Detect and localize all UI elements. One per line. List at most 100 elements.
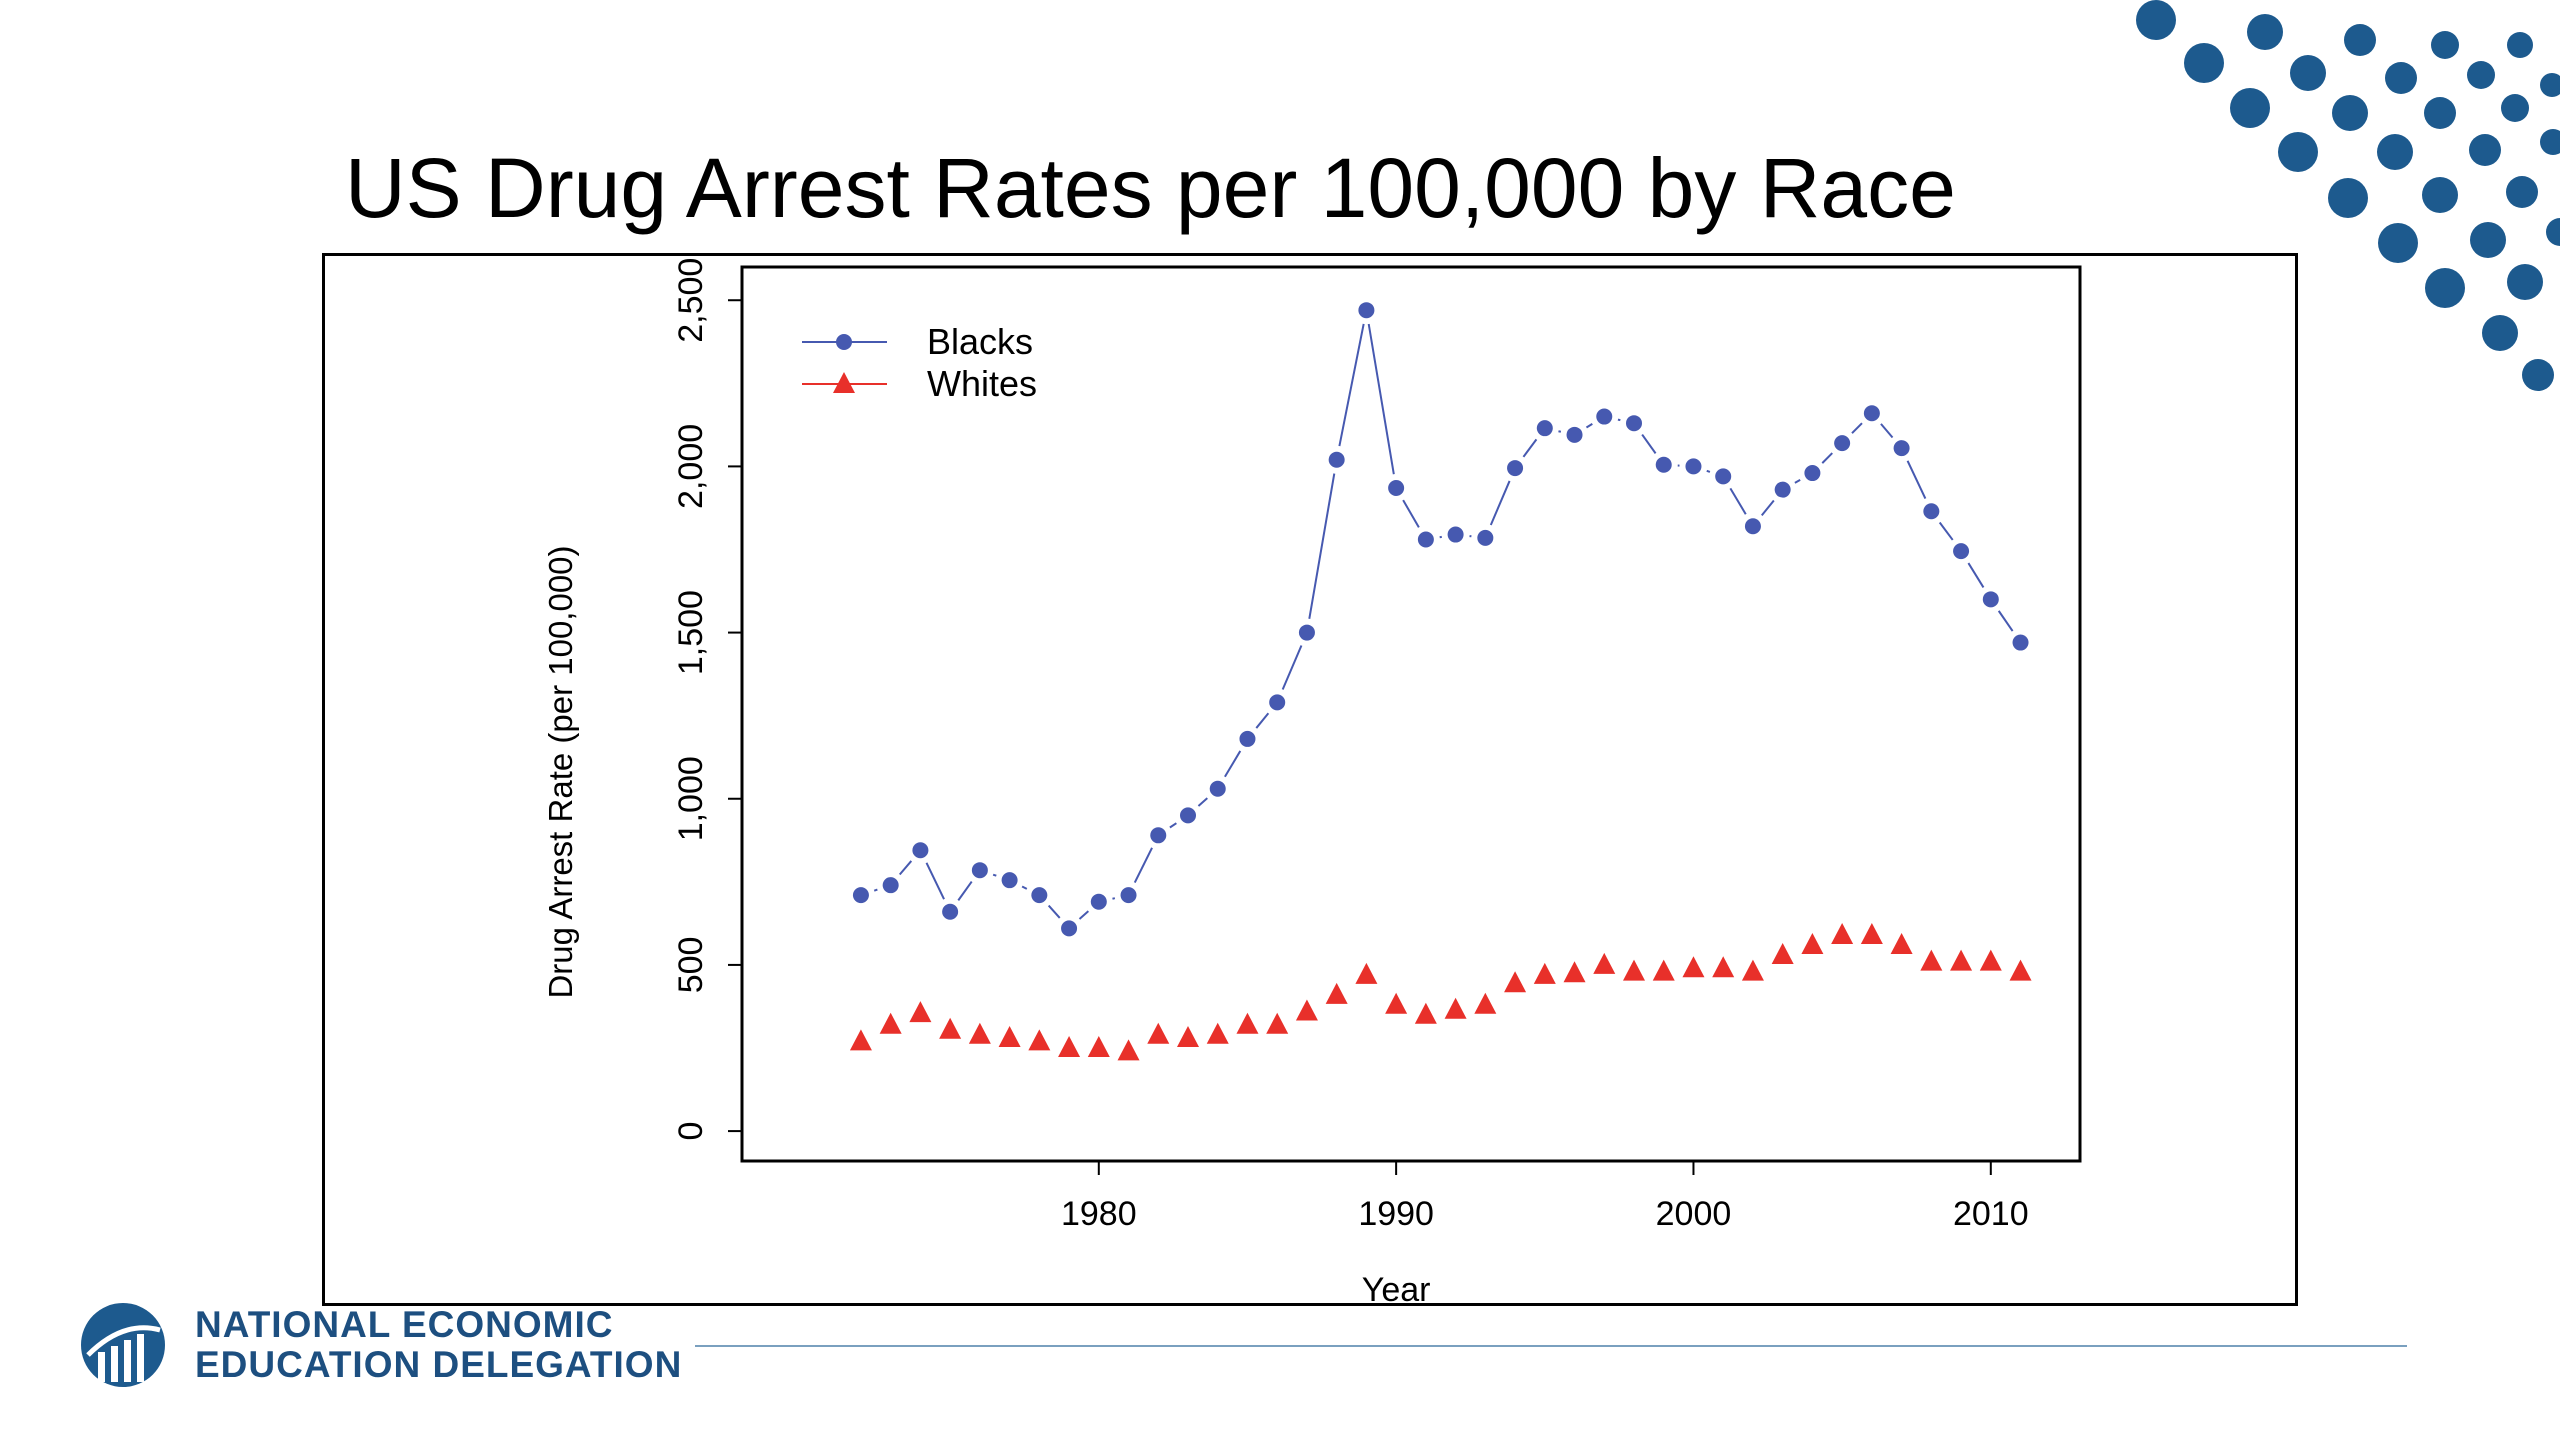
data-point-whites xyxy=(1058,1036,1081,1058)
need-globe-chart-logo xyxy=(81,1303,165,1387)
series-segment-blacks xyxy=(1967,562,1985,588)
data-point-blacks xyxy=(1655,456,1672,473)
y-tick-label: 1,500 xyxy=(672,590,710,675)
decorative-dot xyxy=(2507,32,2533,58)
data-point-whites xyxy=(1652,959,1675,981)
legend-label-blacks: Blacks xyxy=(927,321,1033,362)
data-point-whites xyxy=(1147,1022,1170,1044)
decorative-dot xyxy=(2290,55,2326,91)
y-tick-label: 2,000 xyxy=(672,424,710,509)
data-point-blacks xyxy=(971,862,988,879)
data-point-whites xyxy=(1474,992,1497,1014)
decorative-dot xyxy=(2469,134,2501,166)
decorative-dot xyxy=(2344,24,2376,56)
organization-name: NATIONAL ECONOMIC EDUCATION DELEGATION xyxy=(195,1305,682,1385)
x-tick-label: 2000 xyxy=(1656,1195,1732,1233)
series-segment-blacks xyxy=(1938,521,1954,541)
organization-name-line1: NATIONAL ECONOMIC xyxy=(195,1304,614,1345)
decorative-dot xyxy=(2328,178,2368,218)
data-point-whites xyxy=(1206,1022,1229,1044)
data-point-blacks xyxy=(1774,481,1791,498)
legend-marker-blacks xyxy=(836,334,852,350)
data-point-blacks xyxy=(1893,440,1910,457)
series-segment-blacks xyxy=(1338,323,1365,447)
series-segment-blacks xyxy=(1402,499,1420,528)
data-point-whites xyxy=(939,1017,962,1039)
decorative-dot xyxy=(2377,134,2413,170)
data-point-whites xyxy=(1266,1012,1289,1034)
data-point-blacks xyxy=(1061,920,1078,937)
data-point-blacks xyxy=(1834,435,1851,452)
data-point-blacks xyxy=(1417,531,1434,548)
series-segment-blacks xyxy=(1133,847,1153,884)
decorative-dot xyxy=(2470,222,2506,258)
data-point-whites xyxy=(1117,1039,1140,1061)
data-point-whites xyxy=(1712,956,1735,978)
data-point-whites xyxy=(1177,1026,1199,1048)
decorative-dot xyxy=(2540,73,2560,97)
decorative-dot xyxy=(2431,31,2459,59)
data-point-blacks xyxy=(1120,887,1137,904)
data-point-blacks xyxy=(1863,405,1880,422)
x-tick-label: 1980 xyxy=(1061,1195,1137,1233)
series-segment-blacks xyxy=(1021,885,1028,890)
data-point-blacks xyxy=(1744,518,1761,535)
data-point-whites xyxy=(1741,959,1764,981)
data-point-whites xyxy=(879,1012,902,1034)
data-point-blacks xyxy=(1507,460,1524,477)
series-segment-blacks xyxy=(1255,712,1270,729)
data-point-whites xyxy=(968,1022,991,1044)
data-point-whites xyxy=(998,1026,1021,1048)
data-point-whites xyxy=(1385,992,1408,1014)
decorative-dot-pattern xyxy=(2136,0,2560,391)
data-point-whites xyxy=(1979,949,2002,971)
data-point-blacks xyxy=(1626,415,1642,432)
chart: 1980 1990 2000 2010 0 500 1,000 1,500 2,000 2,500… xyxy=(542,258,2082,1303)
data-point-blacks xyxy=(1596,408,1613,425)
data-point-blacks xyxy=(1477,529,1494,546)
data-point-whites xyxy=(1444,997,1467,1019)
series-segment-blacks xyxy=(873,888,878,892)
series-segment-blacks xyxy=(1906,460,1927,500)
data-point-whites xyxy=(1623,959,1645,981)
series-segment-blacks xyxy=(1112,897,1116,900)
series-segment-blacks xyxy=(1641,434,1657,454)
series-segment-blacks xyxy=(1169,822,1177,829)
data-point-whites xyxy=(1028,1029,1051,1051)
y-tick-label: 0 xyxy=(672,1122,710,1141)
decorative-dot xyxy=(2332,95,2368,131)
series-segment-blacks xyxy=(1997,610,2014,632)
data-point-whites xyxy=(1533,962,1556,984)
series-segment-blacks xyxy=(1367,323,1395,475)
decorative-dot xyxy=(2501,94,2529,122)
data-point-blacks xyxy=(1001,872,1018,889)
decorative-dot xyxy=(2522,359,2554,391)
data-point-blacks xyxy=(1685,458,1702,475)
data-point-whites xyxy=(1563,961,1586,983)
series-segment-blacks xyxy=(1851,422,1863,434)
data-point-whites xyxy=(1355,962,1378,984)
decorative-dot xyxy=(2247,14,2283,50)
data-point-blacks xyxy=(1923,503,1940,520)
data-point-blacks xyxy=(1953,543,1970,560)
series-segment-blacks xyxy=(1617,418,1621,422)
y-tick-label: 500 xyxy=(672,937,710,994)
decorative-dot xyxy=(2546,218,2560,246)
data-point-blacks xyxy=(1358,302,1375,319)
data-point-blacks xyxy=(2012,634,2029,651)
decorative-dot xyxy=(2184,43,2224,83)
data-point-whites xyxy=(1295,999,1318,1021)
data-point-blacks xyxy=(1388,480,1405,497)
series-segment-blacks xyxy=(1558,430,1562,433)
data-point-whites xyxy=(1325,982,1348,1004)
legend-label-whites: Whites xyxy=(927,363,1037,404)
data-point-whites xyxy=(1920,949,1943,971)
series-segment-blacks xyxy=(898,860,913,876)
data-point-blacks xyxy=(1180,807,1196,824)
y-tick-label: 2,500 xyxy=(672,258,710,343)
decorative-dot xyxy=(2425,268,2465,308)
series-segment-blacks xyxy=(1729,487,1747,515)
decorative-dot xyxy=(2482,315,2518,351)
data-point-blacks xyxy=(882,877,899,894)
data-point-whites xyxy=(1087,1036,1110,1058)
